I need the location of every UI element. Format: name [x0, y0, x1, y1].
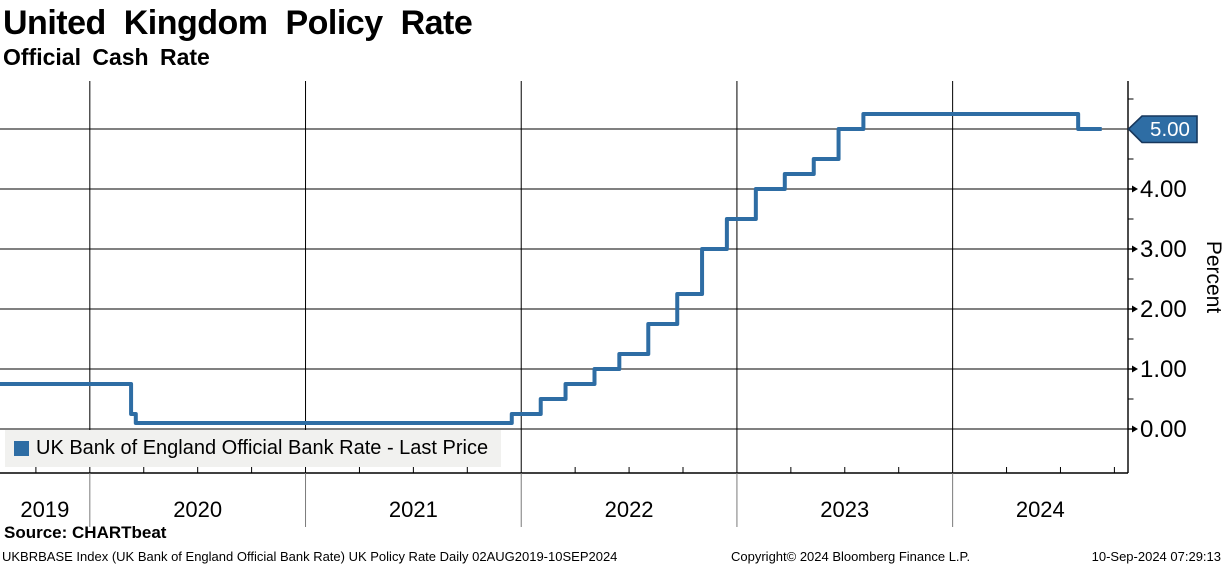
y-axis-title: Percent — [1202, 241, 1224, 314]
x-axis-label: 2023 — [820, 497, 869, 522]
chart-subtitle: Official Cash Rate — [3, 44, 210, 70]
legend-label: UK Bank of England Official Bank Rate - … — [36, 437, 489, 459]
y-axis-tick-label: 4.00 — [1140, 176, 1187, 203]
y-axis-tick-label: 3.00 — [1140, 236, 1187, 263]
x-axis-label: 2020 — [173, 497, 222, 522]
series-swatch-icon — [14, 441, 29, 456]
x-axis-label: 2022 — [605, 497, 654, 522]
y-axis-tick-label: 2.00 — [1140, 296, 1187, 323]
chart-title: United Kingdom Policy Rate — [3, 4, 473, 42]
y-tick-arrow-icon — [1132, 245, 1138, 253]
footer-copyright: Copyright© 2024 Bloomberg Finance L.P. — [731, 549, 971, 564]
y-axis-tick-label: 0.00 — [1140, 416, 1187, 443]
y-axis-tick-label: 1.00 — [1140, 356, 1187, 383]
footer-timestamp: 10-Sep-2024 07:29:13 — [1091, 549, 1221, 564]
rate-step-line — [0, 112, 1102, 425]
y-tick-arrow-icon — [1132, 365, 1138, 373]
x-axis-label: 2019 — [20, 497, 69, 522]
footer-description: UKBRBASE Index (UK Bank of England Offic… — [2, 549, 618, 564]
x-axis-label: 2024 — [1016, 497, 1065, 522]
source-label: Source: CHARTbeat — [4, 523, 167, 542]
y-tick-arrow-icon — [1132, 425, 1138, 433]
y-tick-arrow-icon — [1132, 305, 1138, 313]
y-tick-arrow-icon — [1132, 185, 1138, 193]
last-price-value: 5.00 — [1150, 118, 1190, 141]
x-axis-label: 2021 — [389, 497, 438, 522]
last-price-badge — [1127, 115, 1198, 144]
legend[interactable]: UK Bank of England Official Bank Rate - … — [5, 430, 502, 467]
